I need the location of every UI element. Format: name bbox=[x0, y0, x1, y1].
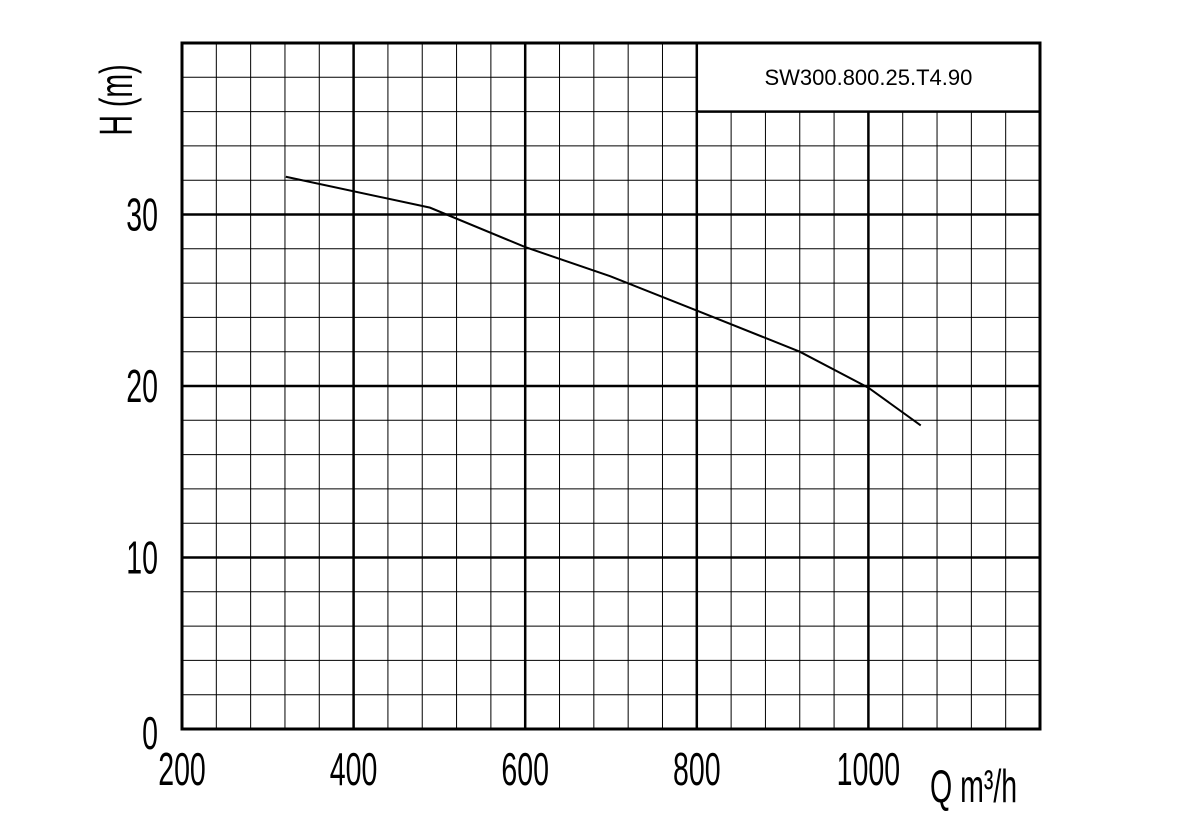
y-axis-label: H (m) bbox=[91, 64, 143, 135]
y-tick-label: 0 bbox=[142, 708, 158, 760]
y-tick-label: 30 bbox=[126, 190, 158, 242]
x-tick-label: 1000 bbox=[837, 744, 900, 796]
y-tick-label: 20 bbox=[126, 361, 158, 413]
y-tick-label: 10 bbox=[126, 533, 158, 585]
title-box bbox=[695, 41, 1042, 113]
x-tick-label: 600 bbox=[501, 744, 549, 796]
curve bbox=[285, 175, 922, 427]
x-tick-label: 200 bbox=[158, 744, 206, 796]
x-tick-label: 800 bbox=[673, 744, 721, 796]
x-axis-label: Q m³/h bbox=[930, 761, 1017, 813]
chart-title: SW300.800.25.T4.90 bbox=[764, 65, 972, 90]
x-tick-label: 400 bbox=[330, 744, 378, 796]
plot-border bbox=[180, 41, 1042, 731]
